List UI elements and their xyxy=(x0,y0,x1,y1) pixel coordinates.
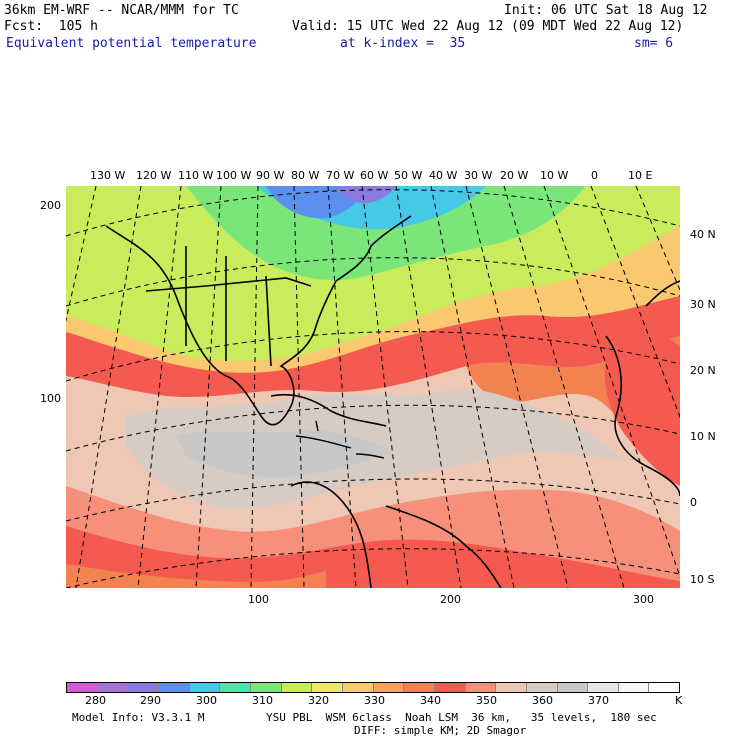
field-fill-south2 xyxy=(66,526,680,588)
graticule xyxy=(66,186,680,588)
valid-time: Valid: 15 UTC Wed 22 Aug 12 (09 MDT Wed … xyxy=(292,19,684,34)
forecast-hour: Fcst: 105 h xyxy=(4,19,98,34)
field-fill-yellow xyxy=(66,226,680,373)
grid-y-label: 200 xyxy=(40,199,61,212)
colorbar-swatch xyxy=(464,683,496,692)
field-name: Equivalent potential temperature xyxy=(6,36,257,51)
lon-label: 70 W xyxy=(326,169,355,182)
colorbar-swatch xyxy=(67,683,97,692)
lat-label: 20 N xyxy=(690,364,716,377)
colorbar-swatch xyxy=(249,683,281,692)
colorbar-label: 320 xyxy=(308,694,329,707)
lon-label: 130 W xyxy=(90,169,126,182)
colorbar-label: 330 xyxy=(364,694,385,707)
colorbar-swatch xyxy=(188,683,220,692)
lon-label: 20 W xyxy=(500,169,529,182)
colorbar-swatch xyxy=(96,683,128,692)
field-fill-gray2 xyxy=(176,430,396,478)
colorbar-swatch xyxy=(617,683,649,692)
colorbar-label: 370 xyxy=(588,694,609,707)
colorbar-label: 360 xyxy=(532,694,553,707)
color-bar xyxy=(66,682,680,693)
colorbar-swatch xyxy=(556,683,588,692)
model-title: 36km EM-WRF -- NCAR/MMM for TC xyxy=(4,3,239,18)
lon-label: 40 W xyxy=(429,169,458,182)
colorbar-swatch xyxy=(127,683,158,692)
lat-label: 0 xyxy=(690,496,697,509)
physics-info: YSU PBL WSM 6class Noah LSM 36 km, 35 le… xyxy=(266,711,657,724)
colorbar-swatch xyxy=(372,683,404,692)
colorbar-swatch xyxy=(433,683,465,692)
lon-label: 60 W xyxy=(360,169,389,182)
islands xyxy=(295,420,385,459)
grid-y-label: 100 xyxy=(40,392,61,405)
lon-label: 110 W xyxy=(178,169,214,182)
lon-label: 30 W xyxy=(464,169,493,182)
lat-label: 10 N xyxy=(690,430,716,443)
colorbar-swatch xyxy=(157,683,189,692)
colorbar-swatch xyxy=(648,683,680,692)
smoothing-label: sm= 6 xyxy=(634,36,674,51)
level-label: at k-index = 35 xyxy=(340,36,466,51)
colorbar-swatch xyxy=(403,683,434,692)
theta-e-map xyxy=(66,186,680,588)
field-fill-east xyxy=(604,323,680,486)
colorbar-swatch xyxy=(495,683,526,692)
grid-x-label: 100 xyxy=(248,593,269,606)
colorbar-swatch xyxy=(587,683,618,692)
lat-label: 40 N xyxy=(690,228,716,241)
coastlines xyxy=(105,215,680,588)
grid-x-label: 300 xyxy=(633,593,654,606)
colorbar-label: 350 xyxy=(476,694,497,707)
lat-label: 30 N xyxy=(690,298,716,311)
lon-label: 10 W xyxy=(540,169,569,182)
colorbar-swatch xyxy=(341,683,373,692)
lon-label: 50 W xyxy=(394,169,423,182)
diffusion-info: DIFF: simple KM; 2D Smagor xyxy=(354,724,527,737)
colorbar-label: 280 xyxy=(85,694,106,707)
init-time: Init: 06 UTC Sat 18 Aug 12 xyxy=(504,3,708,18)
colorbar-swatch xyxy=(219,683,250,692)
lon-label: 0 xyxy=(591,169,598,182)
colorbar-swatch xyxy=(280,683,312,692)
colorbar-label: 340 xyxy=(420,694,441,707)
colorbar-swatch xyxy=(311,683,342,692)
model-info: Model Info: V3.3.1 M xyxy=(72,711,205,724)
colorbar-label: 290 xyxy=(140,694,161,707)
field-fill-south3 xyxy=(66,564,326,588)
lon-label: 80 W xyxy=(291,169,320,182)
colorbar-swatch xyxy=(525,683,557,692)
colorbar-unit: K xyxy=(675,694,683,707)
lon-label: 100 W xyxy=(216,169,252,182)
lon-label: 120 W xyxy=(136,169,172,182)
lon-label: 90 W xyxy=(256,169,285,182)
colorbar-label: 310 xyxy=(252,694,273,707)
lon-label: 10 E xyxy=(628,169,653,182)
lat-label: 10 S xyxy=(690,573,715,586)
colorbar-label: 300 xyxy=(196,694,217,707)
grid-x-label: 200 xyxy=(440,593,461,606)
